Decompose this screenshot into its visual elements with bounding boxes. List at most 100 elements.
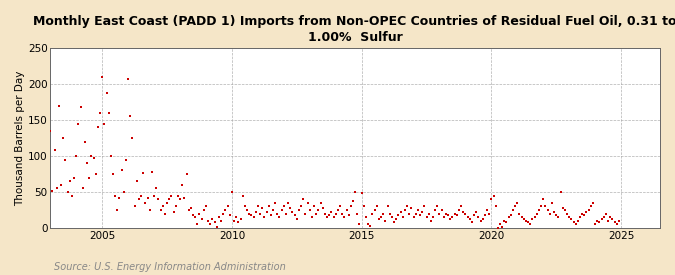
Point: [443, 213, 454, 217]
Point: [414, 213, 425, 217]
Point: [525, 222, 536, 227]
Point: [560, 208, 570, 212]
Point: [533, 208, 544, 212]
Point: [499, 219, 510, 223]
Point: [583, 208, 594, 212]
Point: [592, 219, 603, 223]
Point: [322, 215, 333, 219]
Point: [278, 204, 289, 208]
Point: [408, 215, 419, 219]
Point: [294, 208, 304, 212]
Point: [192, 222, 202, 227]
Point: [358, 204, 369, 208]
Point: [186, 206, 196, 210]
Point: [378, 211, 389, 216]
Point: [298, 197, 308, 201]
Point: [570, 222, 581, 227]
Point: [308, 204, 319, 208]
Point: [313, 208, 324, 212]
Point: [579, 213, 590, 217]
Point: [287, 210, 298, 214]
Point: [341, 208, 352, 212]
Point: [531, 211, 542, 216]
Point: [51, 186, 62, 191]
Point: [360, 215, 371, 219]
Point: [202, 219, 213, 223]
Point: [220, 208, 231, 212]
Point: [116, 168, 127, 173]
Point: [456, 204, 466, 208]
Point: [376, 215, 387, 219]
Point: [449, 211, 460, 216]
Point: [164, 197, 175, 201]
Point: [296, 204, 306, 208]
Point: [56, 183, 67, 187]
Point: [75, 105, 86, 109]
Point: [218, 211, 229, 216]
Point: [261, 210, 272, 214]
Point: [471, 210, 482, 214]
Point: [393, 213, 404, 217]
Point: [62, 190, 73, 194]
Point: [514, 211, 525, 216]
Point: [168, 210, 179, 214]
Point: [486, 197, 497, 201]
Point: [464, 217, 475, 222]
Point: [80, 139, 90, 144]
Point: [233, 220, 244, 224]
Point: [283, 200, 294, 205]
Point: [67, 193, 78, 198]
Point: [326, 210, 337, 214]
Point: [596, 217, 607, 222]
Point: [110, 193, 121, 198]
Point: [229, 219, 240, 223]
Point: [346, 204, 356, 208]
Point: [254, 211, 265, 216]
Point: [434, 211, 445, 216]
Point: [484, 211, 495, 216]
Point: [352, 211, 362, 216]
Point: [132, 179, 142, 183]
Point: [518, 217, 529, 222]
Point: [205, 222, 216, 227]
Point: [58, 136, 69, 140]
Point: [153, 197, 164, 201]
Point: [607, 217, 618, 222]
Point: [134, 197, 144, 201]
Point: [430, 208, 441, 212]
Point: [121, 157, 132, 162]
Point: [544, 211, 555, 216]
Point: [272, 211, 283, 216]
Point: [558, 206, 568, 210]
Point: [161, 200, 172, 205]
Point: [155, 208, 166, 212]
Point: [256, 206, 267, 210]
Point: [441, 211, 452, 216]
Point: [594, 220, 605, 224]
Point: [488, 193, 499, 198]
Point: [112, 208, 123, 212]
Point: [468, 213, 479, 217]
Point: [339, 215, 350, 219]
Point: [540, 204, 551, 208]
Point: [367, 211, 378, 216]
Point: [404, 211, 414, 216]
Point: [344, 213, 354, 217]
Point: [423, 211, 434, 216]
Point: [276, 208, 287, 212]
Point: [324, 213, 335, 217]
Point: [527, 217, 538, 222]
Point: [292, 217, 302, 222]
Point: [86, 154, 97, 158]
Point: [207, 217, 218, 222]
Point: [568, 220, 579, 224]
Point: [536, 204, 547, 208]
Point: [432, 204, 443, 208]
Point: [400, 208, 410, 212]
Point: [337, 211, 348, 216]
Point: [495, 222, 506, 227]
Point: [138, 170, 148, 175]
Point: [103, 111, 114, 115]
Point: [510, 204, 520, 208]
Point: [365, 224, 376, 228]
